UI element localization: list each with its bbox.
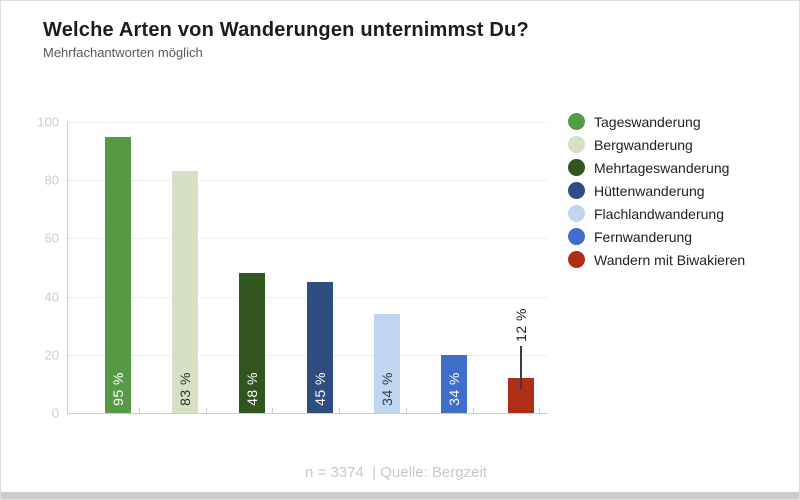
legend-item-label: Flachlandwanderung [594,205,724,222]
legend-item-flachlandwanderung: Flachlandwanderung [568,205,745,222]
x-tick [272,408,274,413]
bar-flachlandwanderung [373,314,400,413]
bar-value-label: 34 % [446,372,462,406]
gridline-60 [68,238,548,240]
chart-title: Welche Arten von Wanderungen unternimmst… [43,19,529,41]
legend-item-label: Bergwanderung [594,136,693,153]
plot-area: 95 % 83 % 48 % 45 % 34 % 34 % 12 % [67,122,548,414]
legend-item-tageswanderung: Tageswanderung [568,113,745,130]
x-tick [339,408,341,413]
legend-item-mehrtageswanderung: Mehrtageswanderung [568,159,745,176]
x-tick [205,408,207,413]
x-tick [539,408,541,413]
legend-item-label: Mehrtageswanderung [594,159,730,176]
bar-value-label: 83 % [177,372,194,406]
legend-item-bergwanderung: Bergwanderung [568,136,745,153]
legend-item-label: Fernwanderung [594,228,693,245]
bar-fernwanderung [441,354,467,413]
gridline-80 [68,180,548,182]
legend-item-label: Hüttenwanderung [594,182,705,199]
y-tick-label-0: 0 [51,405,59,421]
legend-swatch-icon [568,159,585,176]
legend-swatch-icon [568,228,585,245]
legend: Tageswanderung Bergwanderung Mehrtageswand… [568,113,745,274]
legend-item-label: Wandern mit Biwakieren [594,251,746,268]
bar-value-label: 48 % [244,372,261,406]
y-tick-label-100: 100 [37,114,59,130]
y-tick-label-40: 40 [44,289,59,305]
legend-item-wandern-mit-biwakieren: Wandern mit Biwakieren [568,251,745,268]
bar-bergwanderung [172,171,199,413]
y-tick-label-60: 60 [44,230,59,246]
bar-mehrtageswanderung [239,273,266,413]
chart-subtitle: Mehrfachantworten möglich [43,45,203,60]
bar-value-label: 95 % [110,372,126,406]
legend-item-h-ttenwanderung: Hüttenwanderung [568,182,745,199]
legend-swatch-icon [568,205,585,222]
gridline-100 [68,122,548,123]
footer-strip [1,492,799,499]
bar-tageswanderung [105,136,131,413]
bar-value-label: 34 % [378,372,395,406]
legend-swatch-icon [568,136,585,153]
source-caption: n = 3374 | Quelle: Bergzeit [305,464,487,481]
y-tick-label-20: 20 [44,347,59,363]
bar-h-ttenwanderung [306,282,333,413]
legend-swatch-icon [568,182,585,199]
legend-swatch-icon [568,113,585,130]
bar-value-label: 12 % [513,308,530,342]
x-tick [139,408,140,413]
x-tick [405,408,407,413]
legend-item-fernwanderung: Fernwanderung [568,228,745,245]
y-tick-label-80: 80 [44,172,59,188]
legend-item-label: Tageswanderung [594,113,701,130]
legend-swatch-icon [568,251,585,268]
callout-line [520,346,523,389]
bar-value-label: 45 % [311,372,328,406]
x-tick [472,408,474,413]
